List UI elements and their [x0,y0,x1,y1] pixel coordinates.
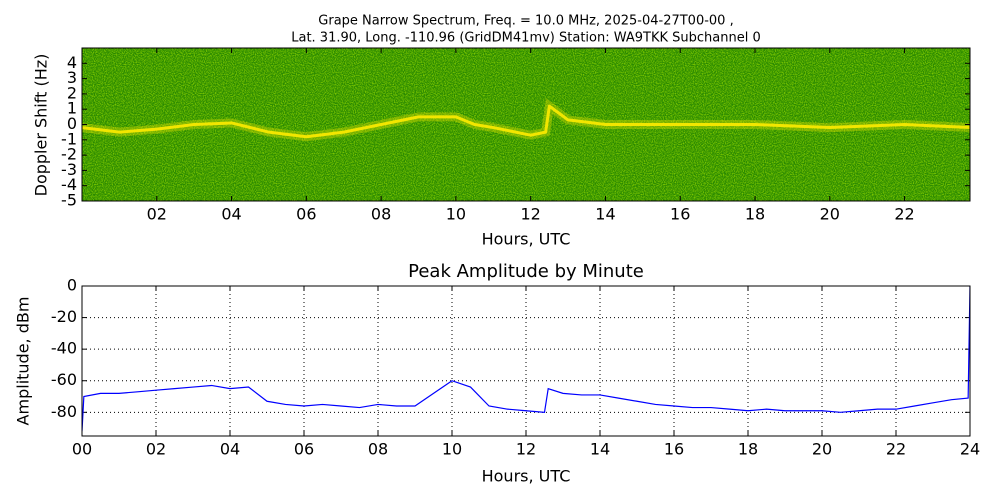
x-tick-label: 00 [72,440,92,459]
y-tick-label: -3 [61,160,77,179]
x-tick-label: 10 [442,440,462,459]
chart-title: Peak Amplitude by Minute [408,261,644,282]
x-tick-label: 02 [147,205,167,224]
plot-frame [81,285,971,437]
x-tick-label: 06 [296,205,316,224]
x-tick-label: 22 [894,205,914,224]
x-tick-label: 04 [221,205,241,224]
x-tick-label: 10 [446,205,466,224]
line [82,286,970,432]
x-tick-label: 14 [590,440,610,459]
y-tick-label: 3 [67,68,77,87]
y-tick-label: -60 [51,370,77,389]
x-tick-label: 18 [738,440,758,459]
y-tick-label: 0 [67,276,77,295]
y-tick-label: -5 [61,191,77,210]
x-tick-label: 18 [745,205,765,224]
x-axis-label: Hours, UTC [482,467,571,486]
x-tick-label: 08 [368,440,388,459]
x-axis-label: Hours, UTC [482,230,571,249]
plot-frame [81,47,971,202]
y-tick-label: -1 [61,129,77,148]
x-tick-label: 20 [820,205,840,224]
x-tick-label: 14 [595,205,615,224]
y-tick-label: 2 [67,83,77,102]
chart-title: Lat. 31.90, Long. -110.96 (GridDM41mv) S… [291,31,761,46]
x-tick-label: 04 [220,440,240,459]
line-group [82,286,970,432]
x-tick-label: 06 [294,440,314,459]
x-tick-label: 20 [812,440,832,459]
x-tick-label: 16 [670,205,690,224]
y-tick-label: -20 [51,307,77,326]
x-tick-label: 12 [520,205,540,224]
x-tick-label: 22 [886,440,906,459]
y-axis-label: Amplitude, dBm [14,297,33,426]
x-tick-label: 24 [960,440,980,459]
chart-title: Grape Narrow Spectrum, Freq. = 10.0 MHz,… [318,14,733,29]
trace [82,104,970,139]
y-tick-label: 4 [67,53,77,72]
x-tick-label: 16 [664,440,684,459]
y-tick-label: 0 [67,114,77,133]
y-tick-label: -40 [51,339,77,358]
y-tick-label: -80 [51,402,77,421]
x-tick-label: 08 [371,205,391,224]
x-tick-label: 12 [516,440,536,459]
y-axis-label: Doppler Shift (Hz) [32,54,51,197]
x-tick-label: 02 [146,440,166,459]
trace-group [82,98,970,142]
plot-background [82,286,970,436]
y-tick-label: -2 [61,145,77,164]
y-tick-label: 1 [67,99,77,118]
y-tick-label: -4 [61,175,77,194]
